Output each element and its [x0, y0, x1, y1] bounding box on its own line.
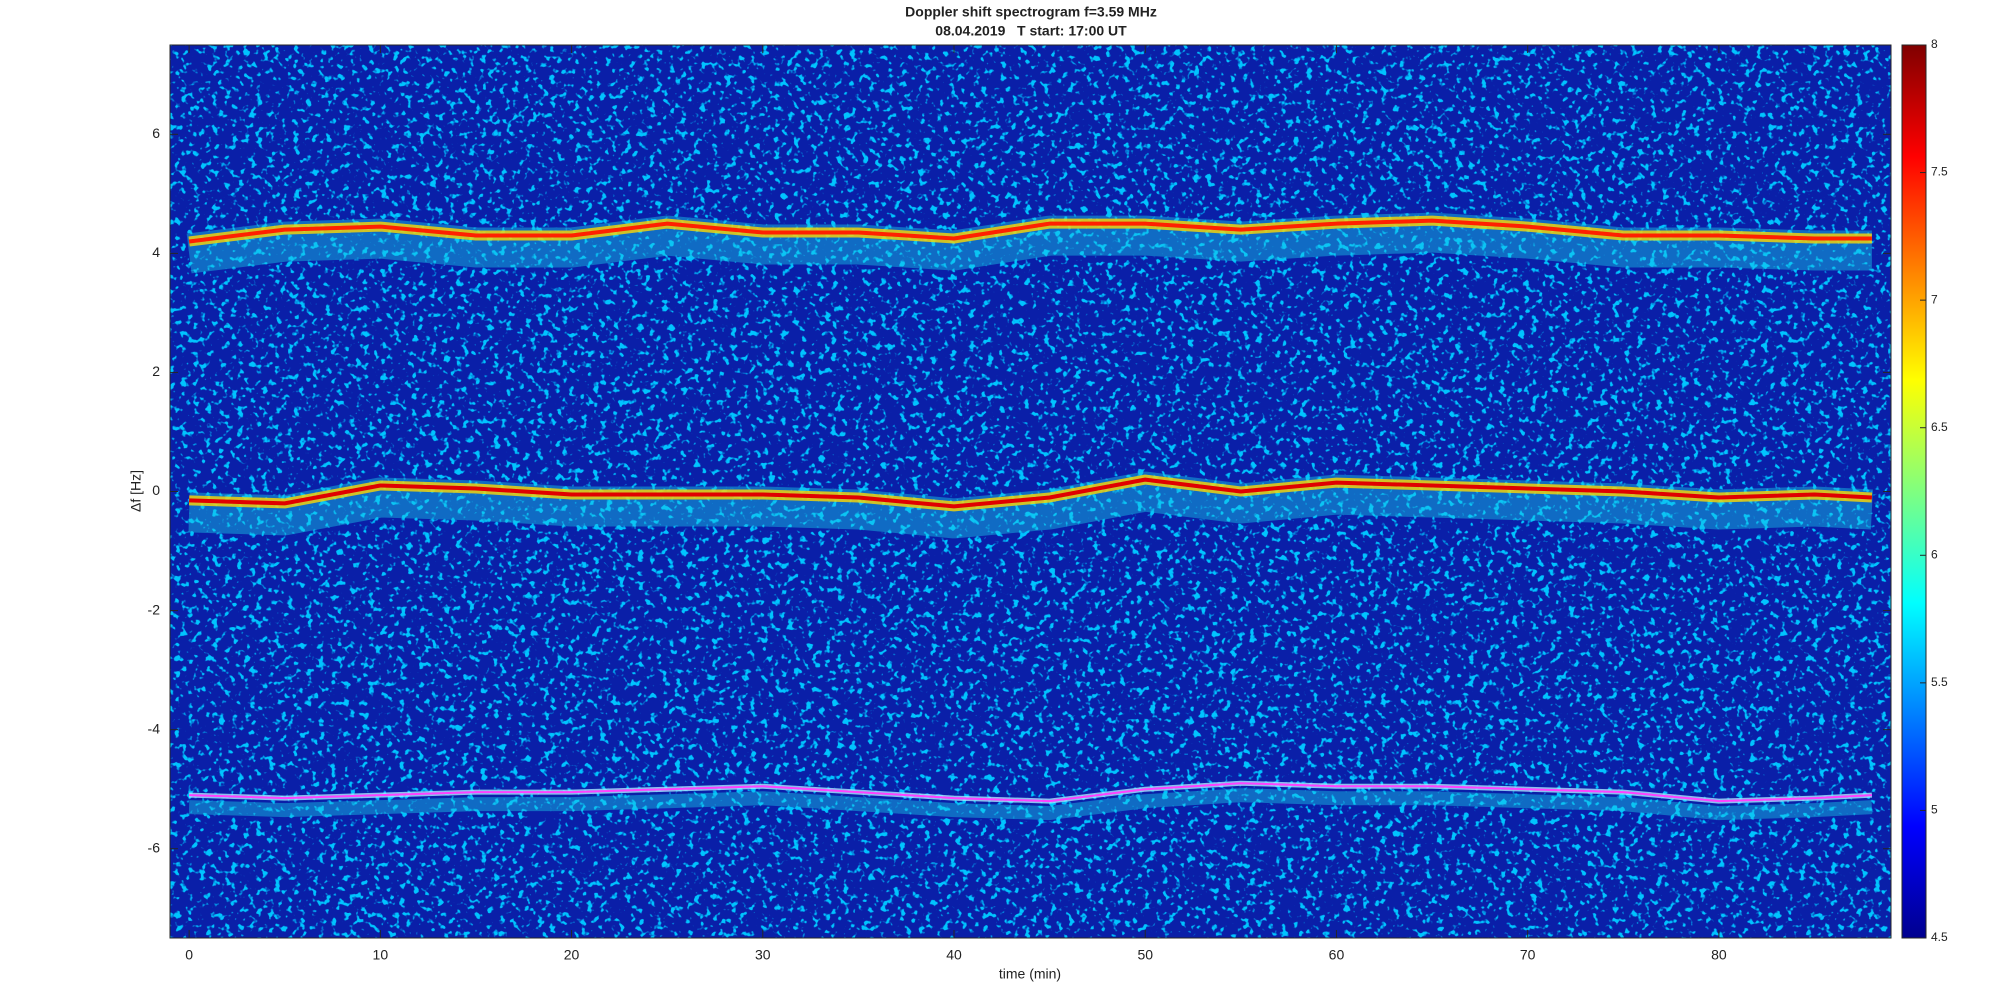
- colorbar-tick-label: 5: [1931, 803, 1938, 817]
- trace-line: [188, 218, 1872, 244]
- y-axis-label: Δf [Hz]: [128, 470, 144, 512]
- colorbar-tick-label: 8: [1931, 37, 1938, 51]
- colorbar-tick-label: 4.5: [1931, 930, 1948, 944]
- trace-halo: [186, 212, 1872, 274]
- x-tick-label: 70: [1520, 947, 1536, 963]
- colorbar: [1901, 44, 1927, 939]
- traces: [186, 212, 1873, 821]
- y-tick-label: -4: [148, 720, 161, 736]
- x-tick-label: 50: [1137, 947, 1153, 963]
- x-tick-label: 10: [373, 947, 389, 963]
- colorbar-tick-label: 7.5: [1931, 165, 1948, 179]
- trace-halo: [188, 788, 1873, 821]
- x-tick-label: 30: [755, 947, 771, 963]
- x-tick-label: 0: [185, 947, 193, 963]
- x-tick-label: 20: [564, 947, 580, 963]
- colorbar-tick-label: 5.5: [1931, 675, 1948, 689]
- y-tick-label: 6: [152, 125, 160, 141]
- trace-line: [189, 782, 1872, 803]
- trace-line: [189, 477, 1873, 509]
- chart-subtitle: 08.04.2019 T start: 17:00 UT: [935, 23, 1127, 39]
- chart-title: Doppler shift spectrogram f=3.59 MHz: [905, 4, 1157, 20]
- colorbar-tick-label: 6: [1931, 547, 1938, 561]
- trace-halo: [188, 471, 1873, 539]
- x-tick-label: 80: [1711, 947, 1727, 963]
- colorbar-tick-label: 7: [1931, 292, 1938, 306]
- y-tick-label: 4: [152, 244, 160, 260]
- y-tick-label: -2: [148, 601, 161, 617]
- colorbar-tick-label: 6.5: [1931, 420, 1948, 434]
- y-tick-label: 2: [152, 363, 160, 379]
- y-tick-label: 0: [152, 482, 160, 498]
- x-tick-label: 60: [1329, 947, 1345, 963]
- y-tick-label: -6: [148, 839, 161, 855]
- x-axis-label: time (min): [999, 966, 1061, 982]
- x-tick-label: 40: [946, 947, 962, 963]
